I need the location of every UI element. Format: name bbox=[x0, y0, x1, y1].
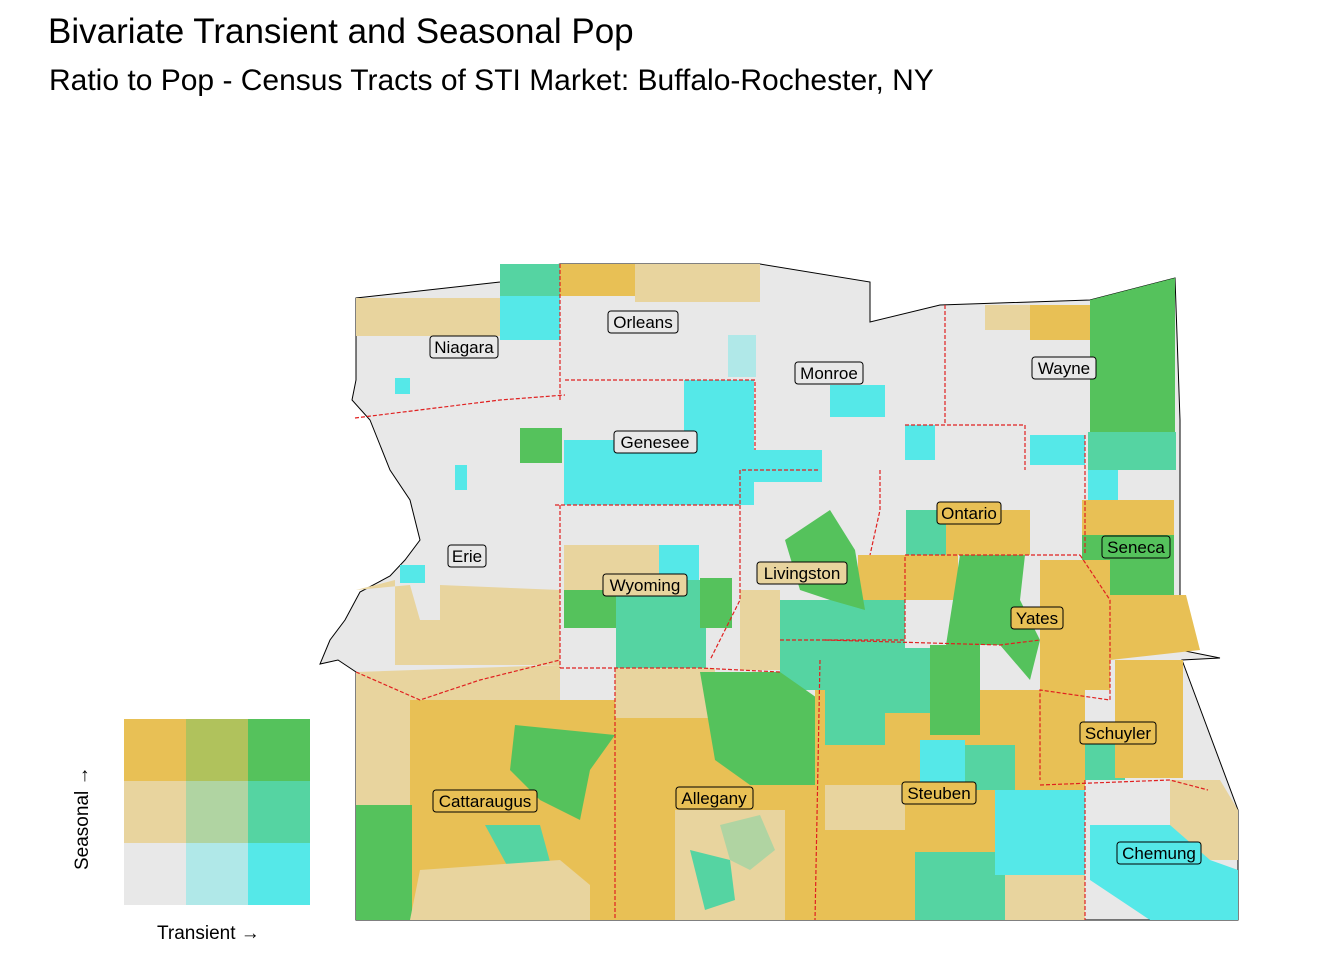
legend-cell bbox=[124, 781, 186, 843]
county-borders bbox=[354, 264, 1209, 921]
tract-both-high bbox=[700, 578, 732, 628]
legend-cell bbox=[186, 843, 248, 905]
tract-transient-high bbox=[1088, 470, 1118, 500]
county-label-orleans: Orleans bbox=[613, 313, 673, 332]
tract-both-high bbox=[356, 805, 412, 920]
legend-x-label: Transient → bbox=[157, 923, 260, 944]
tract-seasonal-mid bbox=[615, 668, 715, 718]
county-label-niagara: Niagara bbox=[434, 338, 494, 357]
county-label-steuben: Steuben bbox=[907, 784, 970, 803]
county-label-allegany: Allegany bbox=[681, 789, 747, 808]
legend-cell bbox=[248, 781, 310, 843]
county-label-erie: Erie bbox=[452, 547, 482, 566]
tract-seasonal-mid bbox=[1005, 875, 1085, 920]
tract-mid-seasonal-high-transient bbox=[825, 660, 885, 745]
county-label-seneca: Seneca bbox=[1107, 538, 1165, 557]
tract-transient-high bbox=[455, 465, 467, 490]
county-label-yates: Yates bbox=[1016, 609, 1058, 628]
legend-y-label: Seasonal → bbox=[72, 766, 93, 870]
tract-seasonal-mid bbox=[635, 264, 760, 302]
tract-seasonal-high bbox=[1110, 595, 1200, 660]
tract-mid-seasonal-high-transient bbox=[915, 852, 1005, 920]
tract-transient-high bbox=[754, 450, 822, 482]
tract-seasonal-mid bbox=[740, 590, 780, 670]
tract-transient-high bbox=[995, 790, 1085, 875]
legend-cell bbox=[124, 843, 186, 905]
legend-cell bbox=[186, 781, 248, 843]
legend-cell bbox=[248, 719, 310, 781]
tract-seasonal-high bbox=[1115, 660, 1183, 778]
tract-seasonal-mid bbox=[356, 298, 501, 336]
county-labels: Niagara Orleans Monroe Wayne Genesee Ont… bbox=[429, 310, 1202, 865]
tract-transient-high bbox=[395, 378, 410, 394]
tract-both-high bbox=[1090, 278, 1175, 432]
tract-transient-high bbox=[400, 565, 425, 583]
tract-transient-high bbox=[905, 425, 935, 460]
tract-both-high bbox=[520, 428, 562, 463]
tract-transient-high bbox=[500, 296, 560, 340]
tract-mid-seasonal-high-transient bbox=[500, 264, 560, 296]
tract-transient-high bbox=[1030, 435, 1085, 465]
tract-seasonal-high bbox=[1030, 305, 1095, 340]
tract-transient-high bbox=[830, 385, 885, 417]
legend-cell bbox=[186, 719, 248, 781]
tract-seasonal-mid bbox=[825, 785, 905, 830]
tract-both-high bbox=[785, 510, 865, 610]
tract-transient-high bbox=[684, 380, 754, 440]
tract-seasonal-high bbox=[1082, 500, 1174, 535]
legend-cell bbox=[248, 843, 310, 905]
tract-both-high bbox=[946, 555, 1040, 680]
tract-seasonal-mid bbox=[500, 590, 560, 665]
county-label-monroe: Monroe bbox=[800, 364, 858, 383]
county-label-genesee: Genesee bbox=[621, 433, 690, 452]
tract-both-high bbox=[700, 672, 820, 785]
tract-both-high bbox=[930, 645, 980, 735]
tract-seasonal-high bbox=[858, 555, 958, 600]
tract-seasonal-mid bbox=[410, 860, 590, 920]
tract-seasonal-high bbox=[560, 264, 635, 296]
tract-mid-seasonal-high-transient bbox=[885, 648, 930, 713]
county-label-livingston: Livingston bbox=[764, 564, 841, 583]
tract-mid-mid bbox=[720, 815, 775, 870]
bivariate-legend bbox=[124, 719, 310, 905]
tract-mid-seasonal-high-transient bbox=[690, 850, 735, 910]
county-label-wyoming: Wyoming bbox=[610, 576, 681, 595]
county-label-ontario: Ontario bbox=[941, 504, 997, 523]
county-label-wayne: Wayne bbox=[1038, 359, 1090, 378]
tract-transient-mid bbox=[728, 335, 756, 377]
tract-seasonal-mid bbox=[985, 305, 1030, 330]
legend-cell bbox=[124, 719, 186, 781]
county-label-chemung: Chemung bbox=[1122, 844, 1196, 863]
tract-mid-seasonal-high-transient bbox=[1088, 432, 1176, 470]
map-subtitle: Ratio to Pop - Census Tracts of STI Mark… bbox=[49, 64, 934, 97]
map-title: Bivariate Transient and Seasonal Pop bbox=[48, 12, 634, 51]
county-label-cattaraugus: Cattaraugus bbox=[439, 792, 532, 811]
county-label-schuyler: Schuyler bbox=[1085, 724, 1151, 743]
